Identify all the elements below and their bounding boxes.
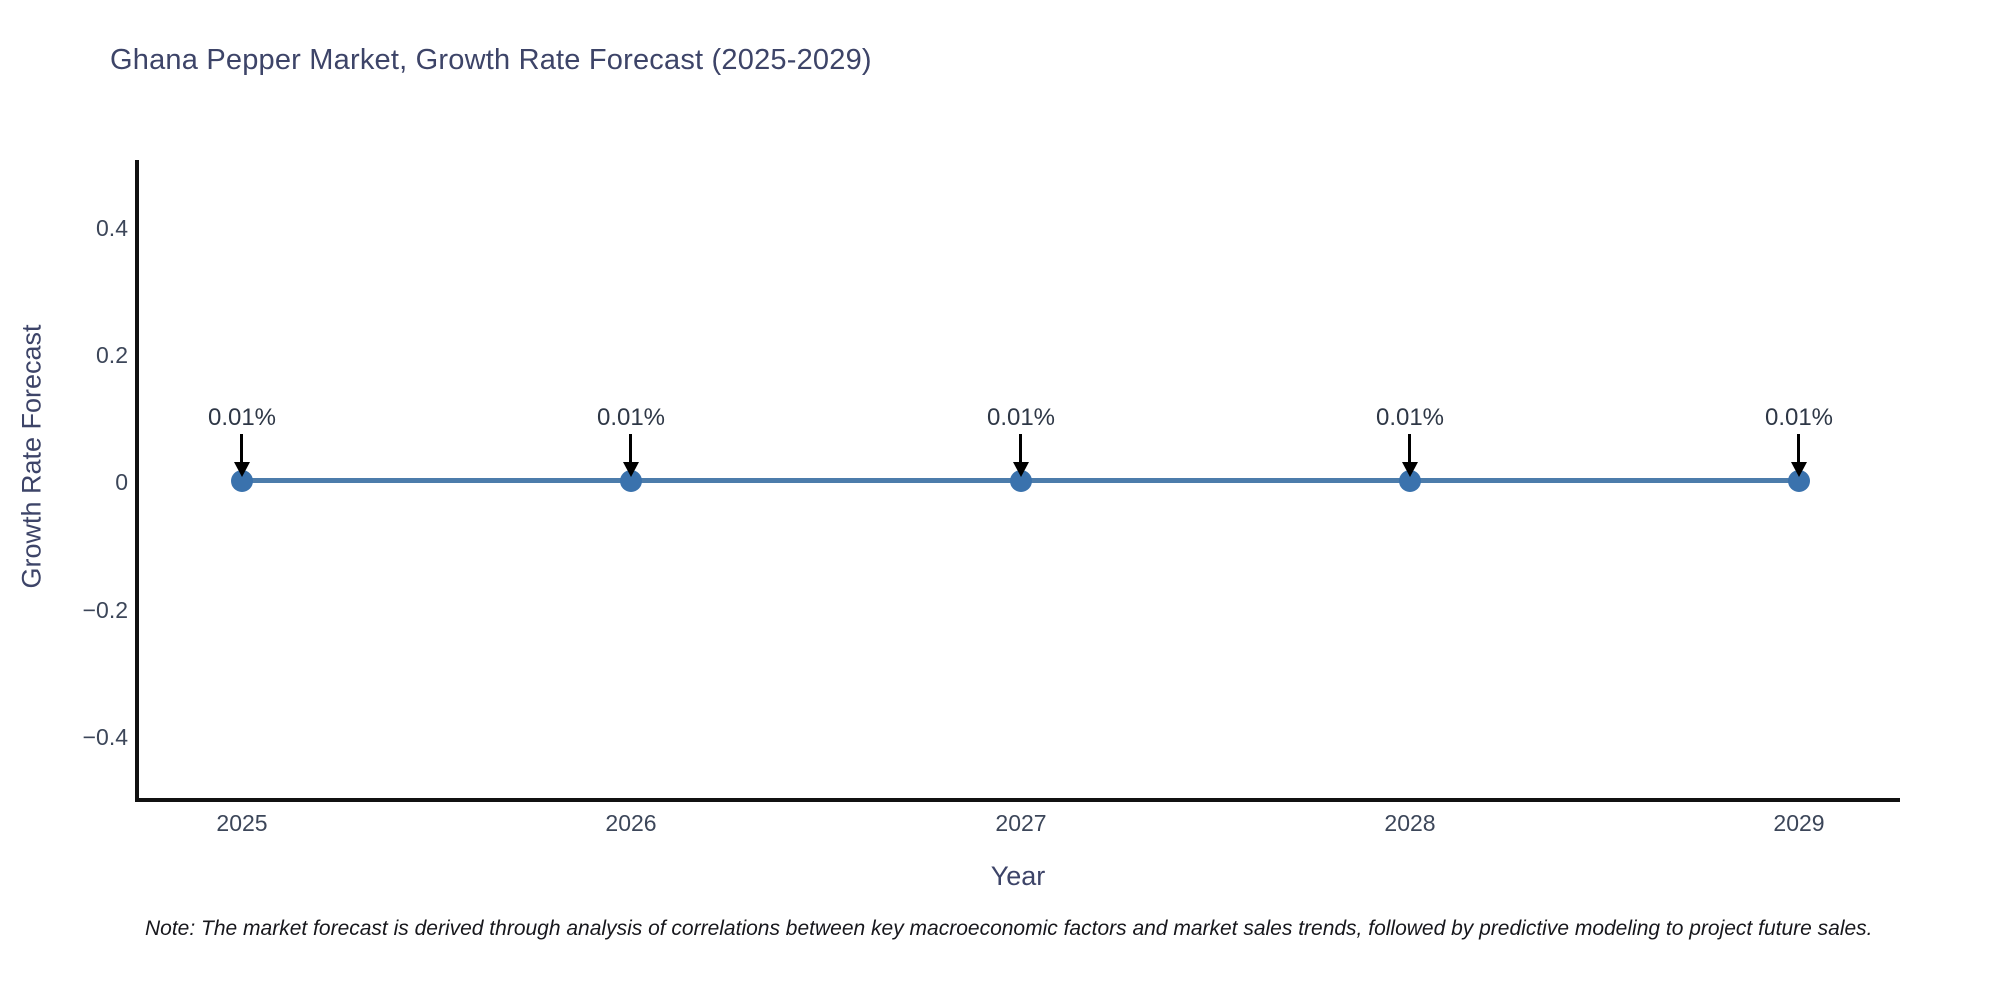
- y-tick-label: 0.2: [96, 342, 128, 368]
- y-tick-label: 0: [115, 469, 128, 495]
- x-axis-spine: [135, 798, 1900, 802]
- annotation-label: 0.01%: [1375, 404, 1445, 431]
- annotation-arrow-stem: [1408, 434, 1411, 464]
- annotation-arrowhead-icon: [1402, 462, 1418, 477]
- y-tick-label: −0.4: [82, 724, 128, 750]
- annotation-arrow-stem: [1797, 434, 1800, 464]
- x-tick-label: 2029: [1773, 810, 1825, 836]
- y-axis-spine: [135, 160, 139, 802]
- annotation-arrow-stem: [1019, 434, 1022, 464]
- x-tick-label: 2027: [995, 810, 1047, 836]
- annotation-arrow-stem: [240, 434, 243, 464]
- x-axis-title: Year: [990, 861, 1046, 891]
- annotation-label: 0.01%: [596, 404, 666, 431]
- annotation-arrowhead-icon: [623, 462, 639, 477]
- x-tick-label: 2025: [216, 810, 268, 836]
- chart-footnote: Note: The market forecast is derived thr…: [145, 917, 1873, 940]
- annotation-arrow-stem: [629, 434, 632, 464]
- x-tick-label: 2028: [1384, 810, 1436, 836]
- annotation-arrowhead-icon: [1791, 462, 1807, 477]
- y-tick-label: 0.4: [96, 215, 128, 241]
- annotation-label: 0.01%: [1764, 404, 1834, 431]
- chart-title: Ghana Pepper Market, Growth Rate Forecas…: [110, 44, 872, 76]
- x-tick-label: 2026: [605, 810, 657, 836]
- annotation-label: 0.01%: [986, 404, 1056, 431]
- annotation-arrowhead-icon: [234, 462, 250, 477]
- annotation-label: 0.01%: [207, 404, 277, 431]
- annotation-arrowhead-icon: [1013, 462, 1029, 477]
- y-tick-label: −0.2: [82, 597, 128, 623]
